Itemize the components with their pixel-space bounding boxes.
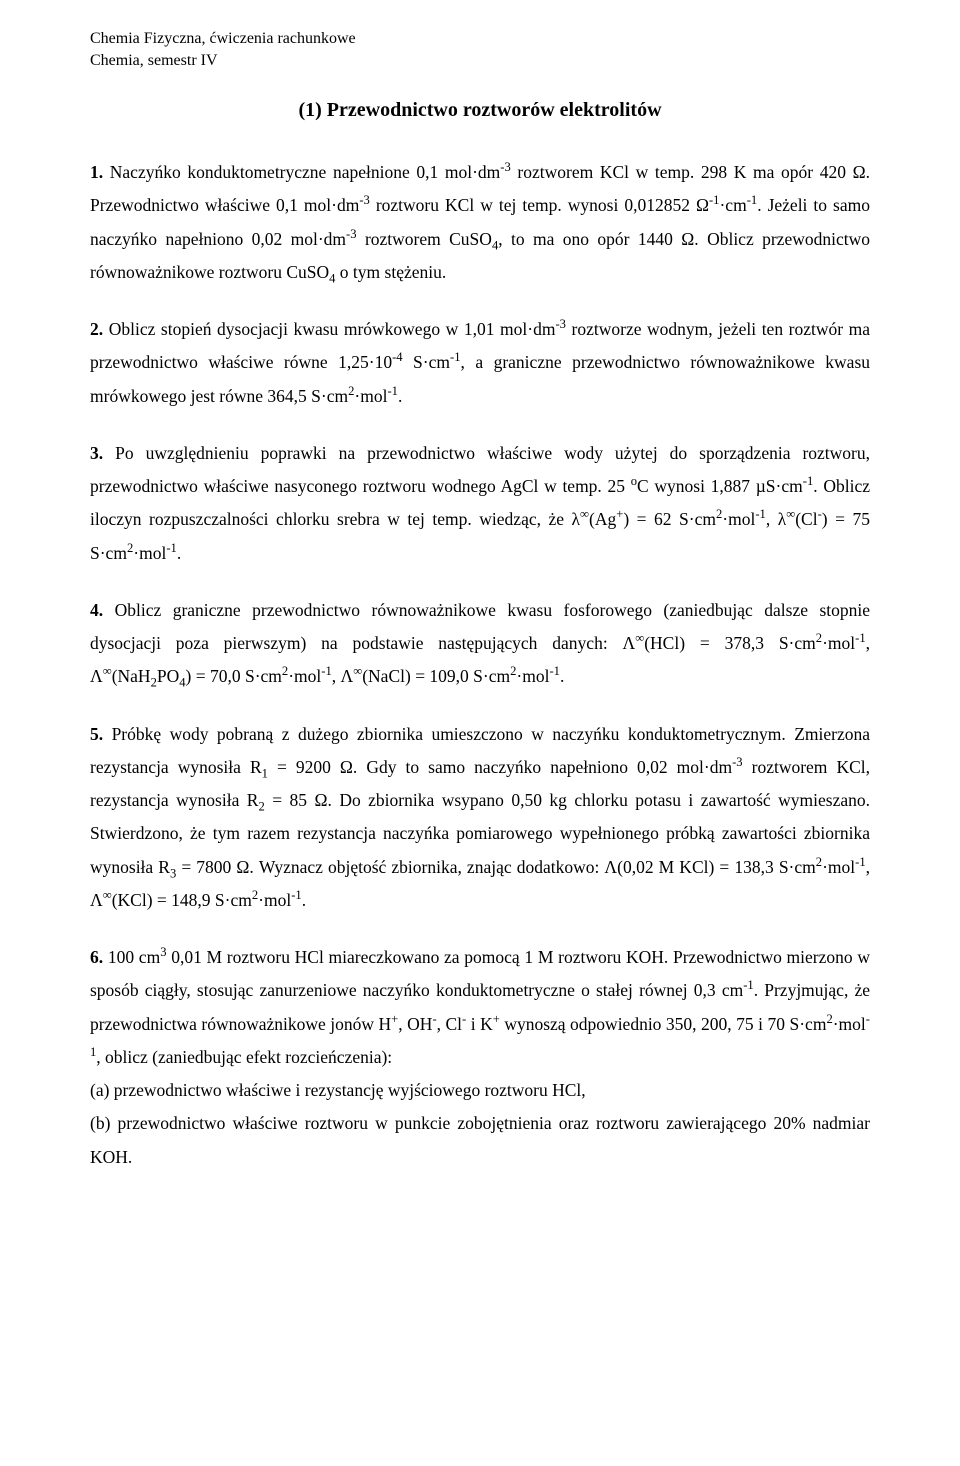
problem-body: Próbkę wody pobraną z dużego zbiornika u…: [90, 724, 870, 910]
problem-body: Oblicz stopień dysocjacji kwasu mrówkowe…: [90, 319, 870, 406]
problem-number: 4.: [90, 600, 103, 620]
problem-body: Oblicz graniczne przewodnictwo równoważn…: [90, 600, 870, 687]
header-line-semester: Chemia, semestr IV: [90, 50, 870, 72]
header-line-course: Chemia Fizyczna, ćwiczenia rachunkowe: [90, 28, 870, 50]
problem-6: 6. 100 cm3 0,01 M roztworu HCl miareczko…: [90, 941, 870, 1174]
problem-2: 2. Oblicz stopień dysocjacji kwasu mrówk…: [90, 313, 870, 413]
problem-number: 2.: [90, 319, 103, 339]
problem-number: 3.: [90, 443, 103, 463]
problem-body: 100 cm3 0,01 M roztworu HCl miareczkowan…: [90, 947, 870, 1167]
problem-5: 5. Próbkę wody pobraną z dużego zbiornik…: [90, 718, 870, 918]
problem-1: 1. Naczyńko konduktometryczne napełnione…: [90, 156, 870, 289]
problem-body: Po uwzględnieniu poprawki na przewodnict…: [90, 443, 870, 563]
problem-number: 5.: [90, 724, 103, 744]
problem-body: Naczyńko konduktometryczne napełnione 0,…: [90, 162, 870, 282]
problem-3: 3. Po uwzględnieniu poprawki na przewodn…: [90, 437, 870, 570]
problem-4: 4. Oblicz graniczne przewodnictwo równow…: [90, 594, 870, 694]
document-header: Chemia Fizyczna, ćwiczenia rachunkowe Ch…: [90, 28, 870, 71]
document-title: (1) Przewodnictwo roztworów elektrolitów: [90, 99, 870, 122]
document-page: Chemia Fizyczna, ćwiczenia rachunkowe Ch…: [0, 0, 960, 1466]
problem-number: 6.: [90, 947, 103, 967]
problem-number: 1.: [90, 162, 103, 182]
